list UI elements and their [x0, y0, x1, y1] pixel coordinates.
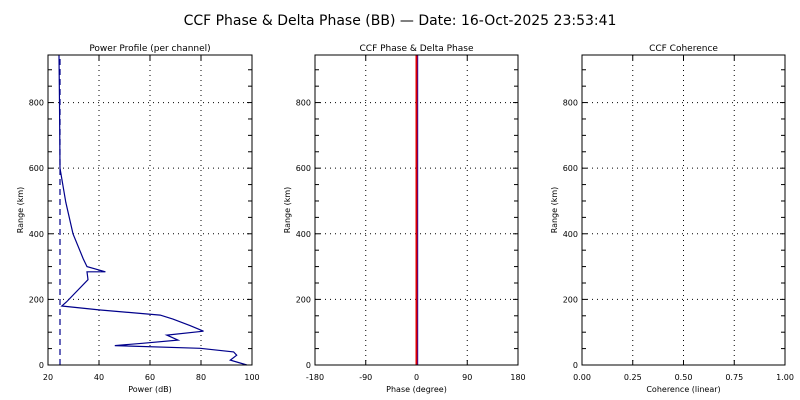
- panel-title: CCF Coherence: [649, 44, 718, 54]
- y-tick-label: 400: [296, 230, 311, 239]
- y-tick-label: 0: [39, 361, 44, 370]
- y-tick-label: 200: [296, 295, 311, 304]
- x-tick-label: 40: [94, 373, 104, 382]
- x-tick-label: 0.00: [573, 373, 591, 382]
- y-axis-label: Range (km): [283, 187, 292, 234]
- x-tick-label: 20: [43, 373, 53, 382]
- x-tick-label: 180: [510, 373, 525, 382]
- y-tick-label: 600: [563, 164, 578, 173]
- figure-title: CCF Phase & Delta Phase (BB) — Date: 16-…: [184, 13, 617, 29]
- x-tick-label: 90: [462, 373, 472, 382]
- y-tick-label: 800: [563, 99, 578, 108]
- y-axis-label: Range (km): [550, 187, 559, 234]
- x-tick-label: 80: [196, 373, 206, 382]
- plot-frame: [581, 54, 786, 366]
- panel-1: Power Profile (per channel) 20 40 60 80 100 0 2…: [16, 44, 260, 394]
- plot-frame: [314, 54, 519, 366]
- x-axis-label: Power (dB): [128, 385, 172, 394]
- plot-frame: [47, 54, 253, 366]
- x-tick-label: 0.75: [725, 373, 743, 382]
- panel-3: CCF Coherence 0.00 0.25 0.50 0.75 1.00 0 200 400…: [550, 44, 794, 394]
- panel-title: Power Profile (per channel): [89, 44, 210, 54]
- y-tick-label: 0: [306, 361, 311, 370]
- x-tick-label: -180: [306, 373, 324, 382]
- y-tick-label: 800: [296, 99, 311, 108]
- y-tick-label: 200: [563, 295, 578, 304]
- x-tick-label: 60: [145, 373, 155, 382]
- x-tick-label: 100: [244, 373, 259, 382]
- x-tick-label: 0.25: [624, 373, 642, 382]
- y-axis-label: Range (km): [16, 187, 25, 234]
- y-tick-label: 400: [563, 230, 578, 239]
- x-axis-label: Coherence (linear): [646, 385, 720, 394]
- y-tick-label: 0: [573, 361, 578, 370]
- power-profile-line: [58, 55, 248, 366]
- panel-2: CCF Phase & Delta Phase -180 -90 0 90 180 0 200…: [283, 44, 526, 394]
- y-tick-label: 400: [29, 230, 44, 239]
- y-tick-label: 600: [29, 164, 44, 173]
- x-tick-label: 1.00: [776, 373, 794, 382]
- y-tick-label: 200: [29, 295, 44, 304]
- y-tick-label: 600: [296, 164, 311, 173]
- x-tick-label: -90: [359, 373, 372, 382]
- panel-title: CCF Phase & Delta Phase: [360, 44, 474, 54]
- x-tick-label: 0.50: [675, 373, 693, 382]
- x-tick-label: 0: [414, 373, 419, 382]
- y-tick-label: 800: [29, 99, 44, 108]
- x-axis-label: Phase (degree): [386, 385, 447, 394]
